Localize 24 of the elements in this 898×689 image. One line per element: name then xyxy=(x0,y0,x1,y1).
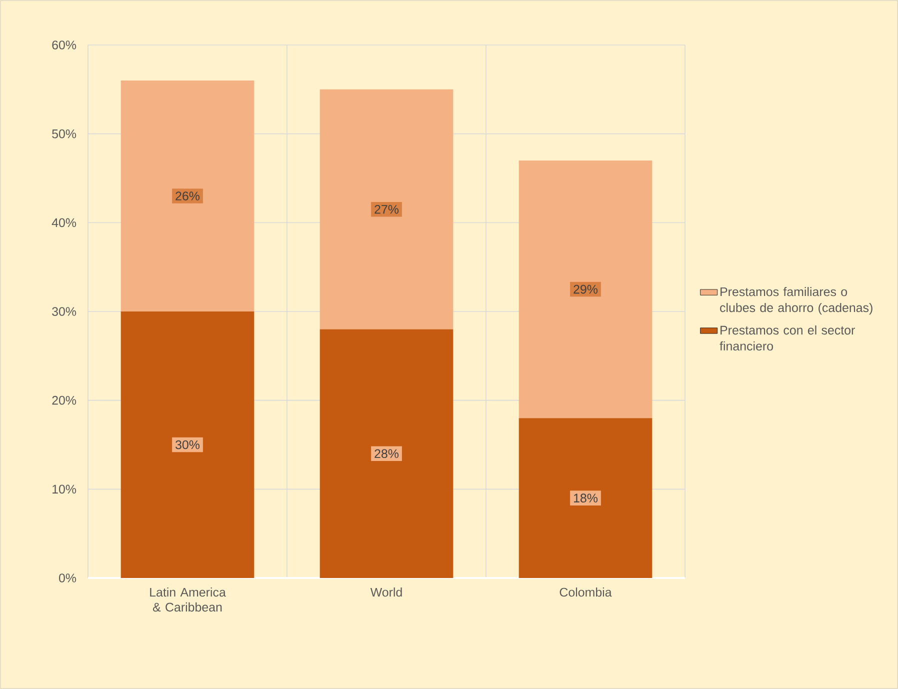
legend-label: Prestamos con el sector financiero xyxy=(720,325,855,351)
y-tick-label: 50% xyxy=(52,129,76,138)
bar xyxy=(120,311,254,578)
data-label: 29% xyxy=(574,284,598,294)
x-tick-label: Latin America & Caribbean xyxy=(150,587,226,612)
y-tick-label: 20% xyxy=(52,396,76,405)
bar xyxy=(120,80,254,312)
y-tick-label: 60% xyxy=(52,40,76,50)
y-tick-label: 40% xyxy=(52,218,76,228)
data-label: 26% xyxy=(176,192,200,200)
bar xyxy=(320,329,454,578)
data-label: 30% xyxy=(176,440,200,450)
y-tick-label: 30% xyxy=(52,307,76,316)
data-label: 28% xyxy=(374,449,399,458)
y-tick-label: 10% xyxy=(52,484,76,494)
data-label: 27% xyxy=(374,204,399,214)
data-label: 18% xyxy=(574,494,598,502)
y-tick-label: 0% xyxy=(58,574,76,582)
legend-label: Prestamos familiares o clubes de ahorro (cadenas) xyxy=(720,287,872,315)
bar xyxy=(320,89,454,330)
x-tick-label: Colombia xyxy=(560,587,612,597)
x-tick-label: World xyxy=(370,587,402,597)
bar xyxy=(518,418,652,578)
bar xyxy=(518,160,652,418)
